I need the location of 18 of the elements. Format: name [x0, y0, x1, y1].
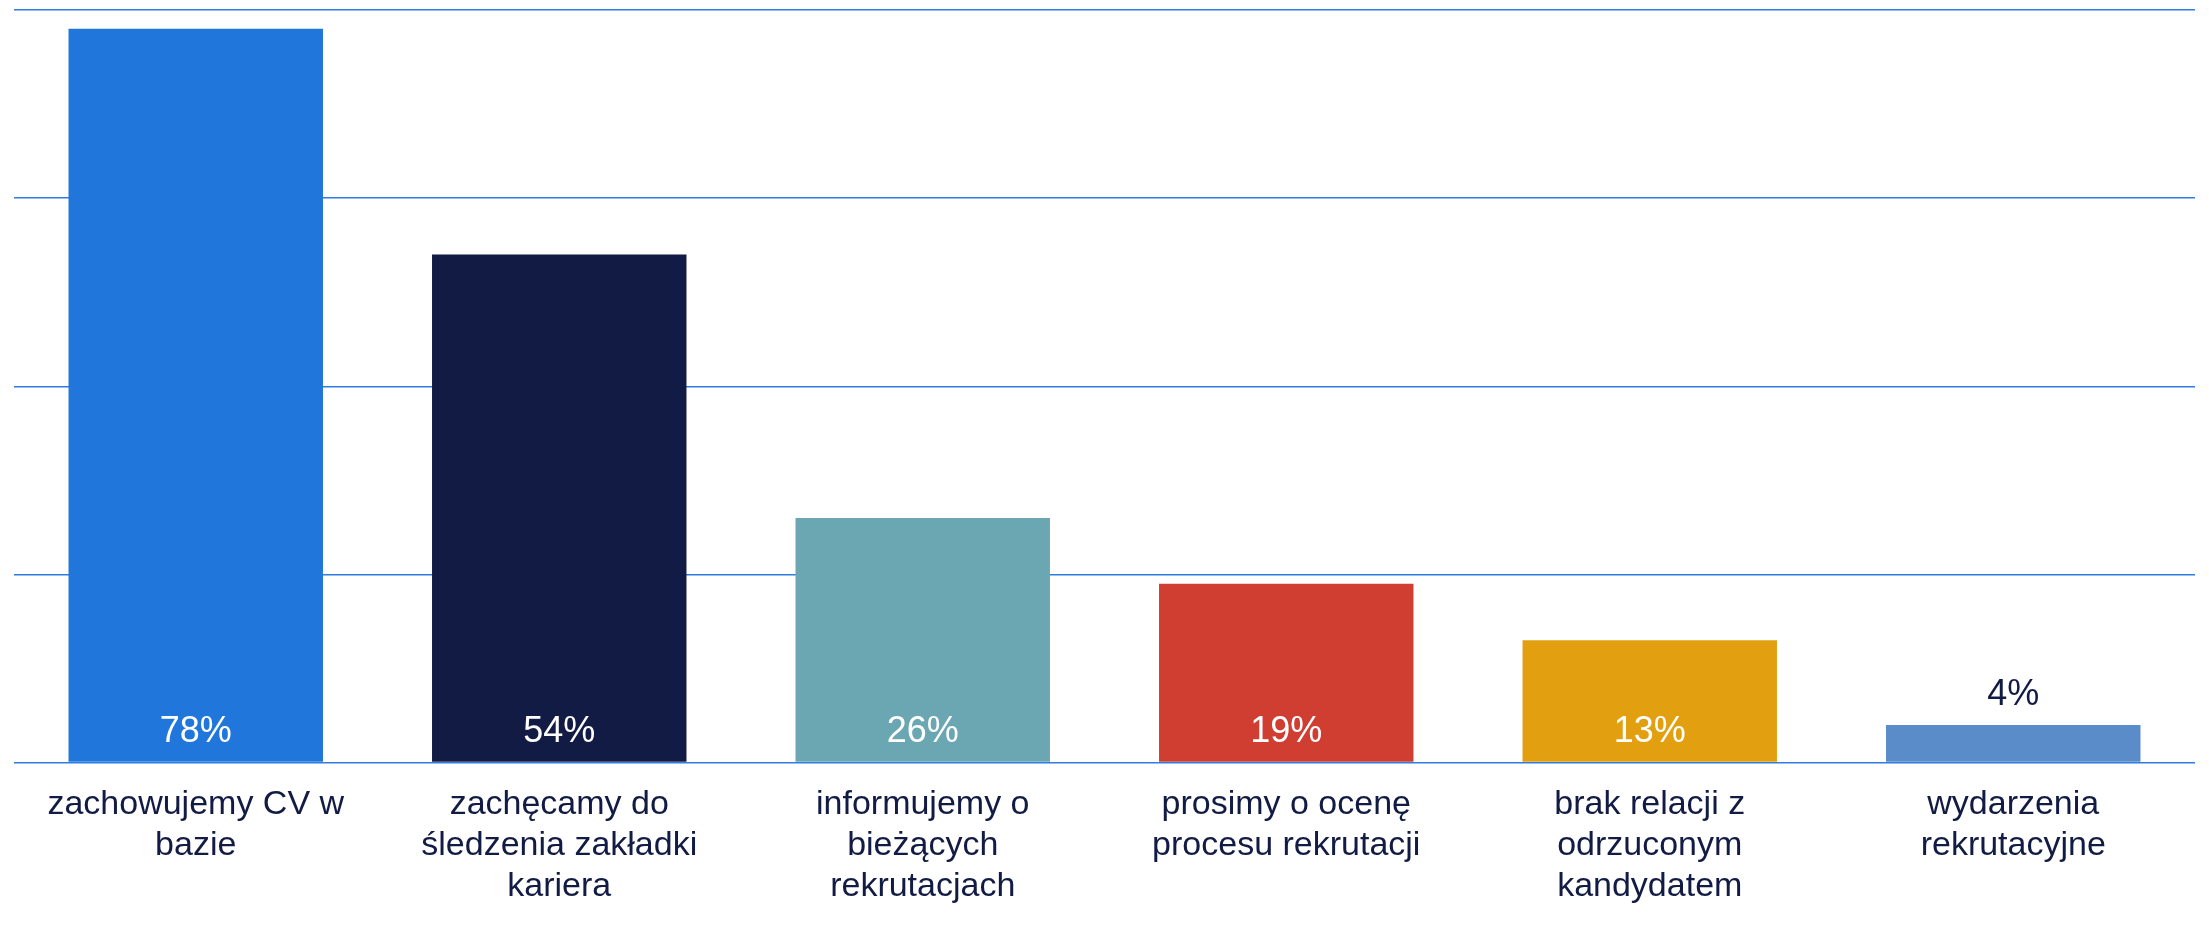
x-tick-label: wydarzenia rekrutacyjne [1920, 783, 2106, 863]
bar [68, 28, 323, 762]
x-tick-label: prosimy o ocenę procesu rekrutacji [1152, 783, 1421, 863]
data-label: 54% [523, 708, 596, 750]
data-label: 13% [1613, 708, 1686, 750]
x-tick-label: informujemy o bieżących rekrutacjach [815, 783, 1030, 903]
bar [1522, 640, 1777, 762]
x-tick-label: zachowujemy CV w bazie [47, 783, 345, 863]
x-tick-label: zachęcamy do śledzenia zakładki kariera [421, 783, 698, 903]
data-label: 4% [1987, 671, 2040, 713]
data-label: 78% [159, 708, 232, 750]
x-tick-label: brak relacji z odrzuconym kandydatem [1554, 783, 1746, 903]
bar [432, 254, 687, 762]
data-label: 19% [1250, 708, 1323, 750]
data-label: 26% [886, 708, 959, 750]
bar [1159, 583, 1414, 762]
bar [1886, 724, 2141, 762]
bar [795, 518, 1050, 762]
